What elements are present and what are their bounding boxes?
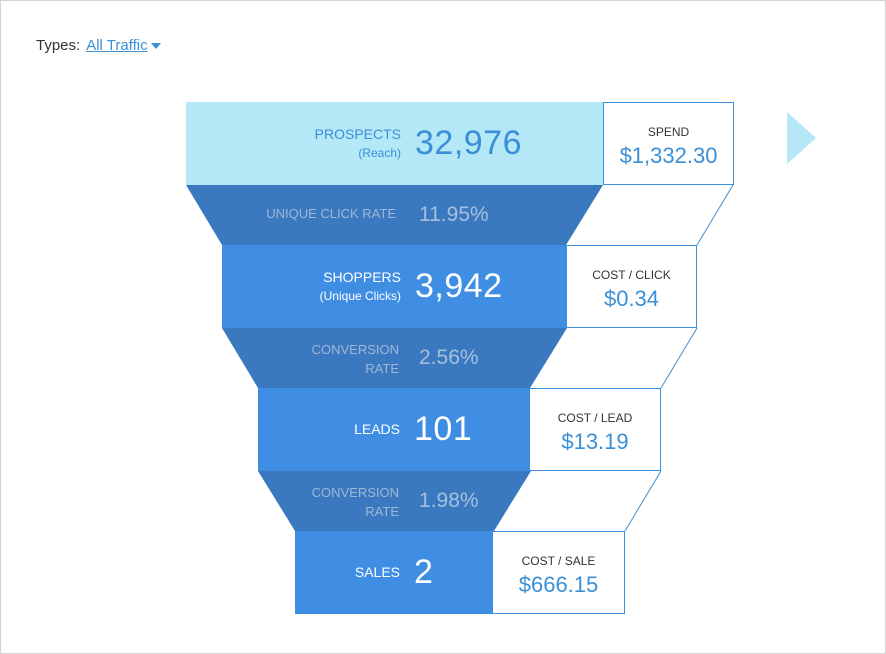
next-arrow-icon[interactable]	[787, 112, 816, 164]
rate-2-label: CONVERSION RATE	[311, 342, 399, 376]
cost-lead-value: $13.19	[561, 429, 629, 454]
rate-1-value: 11.95%	[419, 203, 489, 226]
traffic-type-dropdown[interactable]: All Traffic	[86, 37, 148, 54]
cost-box-spend: SPEND $1,332.30	[603, 102, 734, 185]
stage-shoppers: SHOPPERS (Unique Clicks) 3,942	[222, 245, 567, 328]
spend-label: SPEND	[647, 125, 690, 139]
types-label: Types:	[36, 37, 81, 54]
rate-3-label: CONVERSION RATE	[311, 485, 399, 519]
cost-box-sale: COST / SALE $666.15	[492, 531, 625, 614]
stage-sales-value: 2	[414, 553, 434, 591]
stage-shoppers-value: 3,942	[415, 267, 503, 305]
traffic-type-filter: Types: All Traffic	[36, 37, 161, 54]
connector-outline-2	[660, 327, 698, 389]
stage-leads-value: 101	[414, 410, 473, 448]
rate-3-value: 1.98%	[419, 489, 479, 512]
cost-click-label: COST / CLICK	[592, 268, 671, 282]
funnel-rate-band-1	[186, 185, 603, 245]
stage-sales: SALES 2	[295, 531, 493, 614]
cost-sale-label: COST / SALE	[521, 554, 596, 568]
stage-prospects-label: PROSPECTS	[314, 125, 401, 142]
cost-box-lead: COST / LEAD $13.19	[529, 388, 661, 471]
stage-shoppers-sublabel: (Unique Clicks)	[319, 288, 401, 303]
cost-click-value: $0.34	[603, 286, 660, 311]
connector-outline-3	[624, 470, 662, 532]
stage-leads: LEADS 101	[258, 388, 530, 471]
cost-box-click: COST / CLICK $0.34	[566, 245, 697, 328]
connector-outline-1	[696, 184, 734, 246]
cost-lead-label: COST / LEAD	[557, 411, 633, 425]
chevron-down-icon[interactable]	[150, 43, 161, 50]
stage-shoppers-label: SHOPPERS	[323, 268, 401, 285]
funnel-rate-band-2	[222, 328, 567, 388]
stage-sales-label: SALES	[354, 564, 400, 580]
stage-prospects: PROSPECTS (Reach) 32,976	[186, 102, 603, 185]
stage-prospects-value: 32,976	[415, 124, 522, 162]
spend-value: $1,332.30	[619, 143, 718, 168]
funnel-rate-band-3	[258, 471, 531, 531]
rate-1-label: UNIQUE CLICK RATE	[266, 206, 396, 221]
stage-leads-label: LEADS	[354, 421, 400, 437]
stage-prospects-sublabel: (Reach)	[358, 145, 401, 160]
cost-sale-value: $666.15	[518, 572, 599, 597]
rate-2-value: 2.56%	[419, 346, 479, 369]
